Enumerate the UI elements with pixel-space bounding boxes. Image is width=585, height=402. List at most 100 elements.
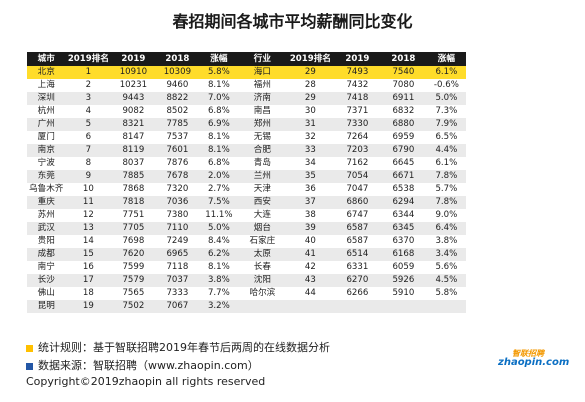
table-cell: 济南 [238, 92, 287, 105]
table-cell: 18 [82, 288, 94, 298]
table-cell: 青岛 [253, 158, 271, 168]
table-cell: 7.0% [199, 92, 239, 105]
col-header: 涨幅 [426, 52, 467, 66]
table-cell: 7333 [166, 288, 189, 298]
table-row: 昆明 19 7502 7067 3.2% [27, 300, 467, 313]
table-cell: 7067 [155, 300, 200, 313]
table-cell: 7036 [155, 196, 200, 209]
table-cell: 6747 [346, 210, 369, 220]
table-cell: 5910 [392, 288, 415, 298]
table-cell: 10 [82, 184, 94, 194]
table-cell: 36 [304, 184, 316, 194]
table-row: 苏州 12 7751 7380 11.1% 大连 38 6747 6344 9.0% [27, 209, 466, 222]
table-cell: 7 [65, 144, 112, 157]
table-cell: 南宁 [37, 262, 55, 272]
table-row: 长沙 17 7579 7037 3.8% 沈阳 43 6270 5926 4.5% [27, 274, 467, 287]
table-cell: 重庆 [27, 196, 66, 209]
table-cell: 7203 [334, 144, 381, 157]
table-cell: 14 [82, 236, 94, 246]
table-cell: 7037 [155, 274, 200, 287]
table-row: 重庆 11 7818 7036 7.5% 西安 37 6860 6294 7.8% [27, 196, 467, 209]
table-cell: 7.9% [426, 118, 467, 131]
table-cell: 9443 [111, 92, 156, 105]
table-cell [238, 300, 287, 313]
col-header: 2018 [155, 52, 200, 66]
table-cell: 9460 [166, 80, 189, 90]
table-cell: 6344 [392, 210, 415, 220]
table-cell: -0.6% [433, 80, 459, 90]
table-cell [380, 300, 427, 313]
table-cell: 13 [65, 222, 112, 235]
table-cell: 6965 [155, 248, 200, 261]
table-row: 杭州 4 9082 8502 6.8% 南昌 30 7371 6832 7.3% [27, 105, 466, 118]
table-cell: 7080 [392, 80, 415, 90]
table-cell: 福州 [253, 80, 271, 90]
table-cell: 7110 [155, 222, 200, 235]
table-cell: 5.7% [435, 184, 458, 194]
table-cell: 东莞 [27, 170, 66, 183]
table-row: 宁波 8 8037 7876 6.8% 青岛 34 7162 6645 6.1% [27, 157, 466, 170]
footer-note-rule: 统计规则：基于智联招聘2019年春节后两周的在线数据分析 [26, 339, 330, 355]
zhaopin-logo: 智联招聘 zhaopin.com [498, 348, 569, 372]
table-cell: 成都 [27, 248, 66, 261]
table-body: 北京 1 10910 10309 5.8% 海口 29 7493 7540 6.1% 上海 2 1023… [27, 66, 467, 313]
table-cell: 28 [304, 80, 316, 90]
table-cell: 7785 [155, 118, 200, 131]
table-cell: 7540 [380, 66, 427, 79]
table-cell: 10910 [111, 66, 156, 79]
table-cell: 8.1% [207, 132, 230, 142]
table-cell: 6587 [334, 222, 381, 235]
table-cell: 7264 [346, 132, 369, 142]
table-cell: 43 [286, 274, 335, 287]
page-title: 春招期间各城市平均薪酬同比变化 [172, 12, 413, 31]
table-row: 北京 1 10910 10309 5.8% 海口 29 7493 7540 6.1% [27, 66, 467, 79]
table-cell: 石家庄 [249, 236, 276, 246]
table-cell: 6.4% [426, 222, 467, 235]
table-cell: 6538 [392, 184, 415, 194]
table-cell: 厦门 [37, 132, 55, 142]
table-row: 武汉 13 7705 7110 5.0% 烟台 39 6587 6345 6.4% [27, 222, 467, 235]
table-cell: 7054 [334, 170, 381, 183]
table-cell: 大连 [253, 210, 271, 220]
table-cell: 武汉 [27, 222, 66, 235]
table-cell: 16 [82, 262, 94, 272]
table-cell: 5.0% [426, 92, 467, 105]
col-header: 行业 [238, 52, 287, 66]
table-cell: 7249 [166, 236, 189, 246]
table-cell [286, 300, 335, 313]
table-cell: 6880 [380, 118, 427, 131]
table-cell: 2.0% [199, 170, 239, 183]
table-cell: 10309 [155, 66, 200, 79]
table-cell: 广州 [27, 118, 66, 131]
table-cell: 8822 [155, 92, 200, 105]
table-row: 成都 15 7620 6965 6.2% 太原 41 6514 6168 3.4% [27, 248, 467, 261]
table-cell: 太原 [238, 248, 287, 261]
table-cell: 7320 [166, 184, 189, 194]
table-cell: 7751 [122, 210, 145, 220]
table-cell: 6911 [380, 92, 427, 105]
table-row: 南京 7 8119 7601 8.1% 合肥 33 7203 6790 4.4% [27, 144, 467, 157]
table-cell: 沈阳 [238, 274, 287, 287]
table-cell: 34 [304, 158, 316, 168]
table-cell: 35 [286, 170, 335, 183]
table-cell: 南京 [27, 144, 66, 157]
table-cell: 6.5% [435, 132, 458, 142]
table-cell: 5.6% [435, 262, 458, 272]
table-cell: 9 [65, 170, 112, 183]
table-cell: 6270 [334, 274, 381, 287]
table-cell: 8.1% [207, 262, 230, 272]
table-cell: 8 [85, 158, 92, 168]
table-cell: 4.4% [426, 144, 467, 157]
table-cell: 兰州 [238, 170, 287, 183]
table-cell: 6.8% [207, 158, 230, 168]
table-cell: 38 [304, 210, 316, 220]
col-header: 2019排名 [65, 52, 112, 66]
table-cell: 北京 [27, 66, 66, 79]
blue-bullet-icon [26, 362, 33, 370]
table-cell: 7885 [111, 170, 156, 183]
table-cell: 8.1% [207, 80, 230, 90]
table-cell: 8502 [166, 106, 189, 116]
table-cell: 佛山 [37, 288, 55, 298]
col-header: 城市 [27, 52, 66, 66]
table-row: 佛山 18 7565 7333 7.7% 哈尔滨 44 6266 5910 5.8% [27, 287, 466, 300]
